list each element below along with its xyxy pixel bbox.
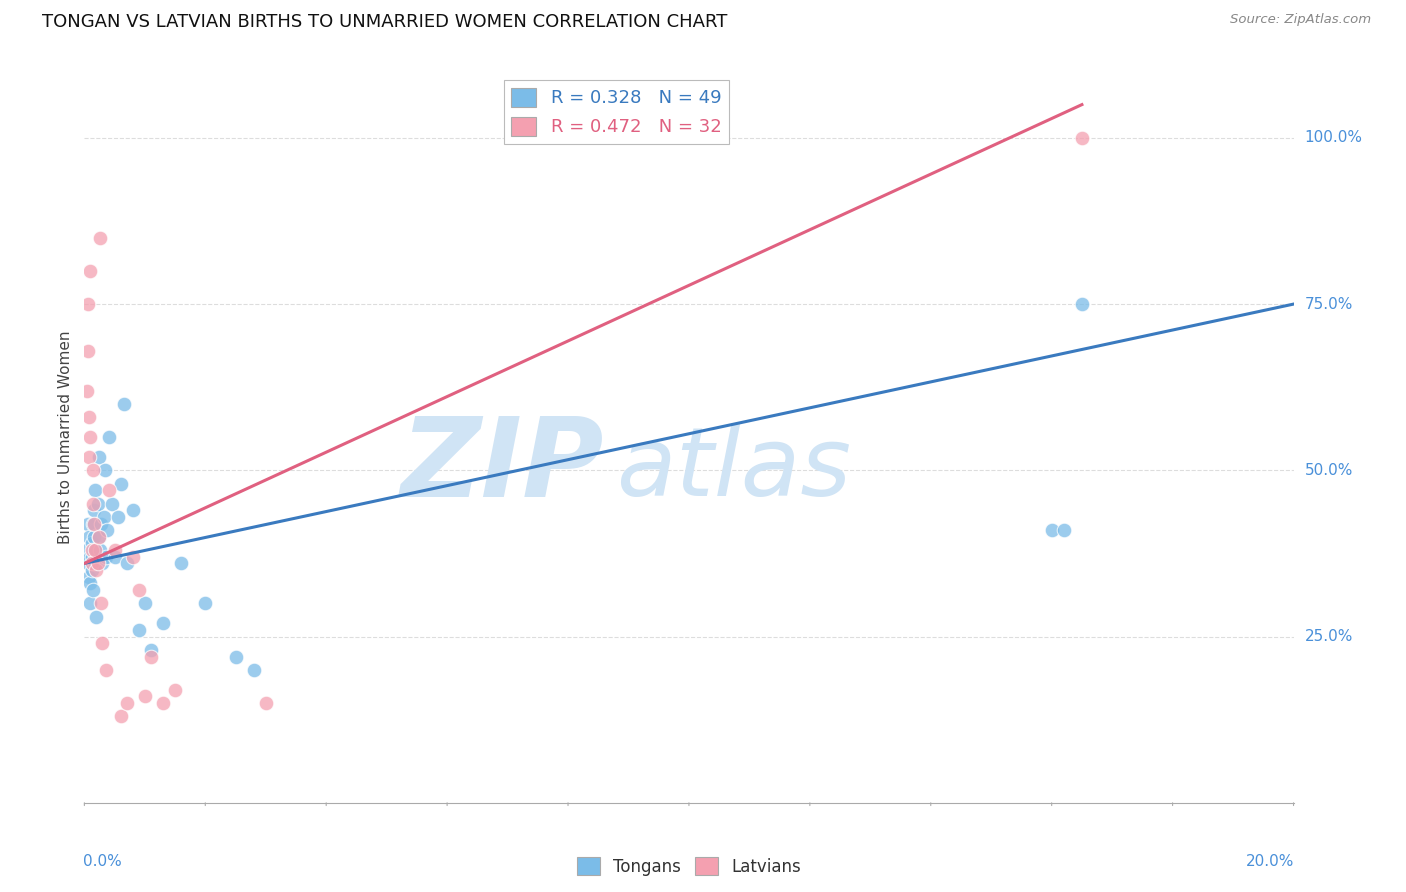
Point (87, 450, 110, 464)
Point (93, 509, 115, 524)
Point (134, 596, 156, 610)
Point (107, 509, 129, 524)
Point (77, 410, 100, 425)
Point (170, 557, 193, 571)
Point (79, 549, 101, 564)
Point (242, 663, 264, 677)
Point (104, 543, 127, 558)
Point (104, 549, 127, 564)
Point (112, 397, 135, 411)
Point (89, 230, 111, 244)
Point (225, 649, 247, 664)
Point (94, 463, 117, 477)
Legend: Tongans, Latvians: Tongans, Latvians (569, 850, 808, 882)
Point (96, 523, 118, 537)
Point (82, 463, 104, 477)
Text: 0.0%: 0.0% (83, 854, 122, 869)
Point (152, 616, 174, 631)
Point (82, 543, 104, 558)
Point (254, 696, 277, 710)
Point (139, 649, 162, 664)
Point (115, 557, 138, 571)
Text: Source: ZipAtlas.com: Source: ZipAtlas.com (1230, 13, 1371, 27)
Point (94, 663, 117, 677)
Point (100, 497, 122, 511)
Point (97, 483, 120, 498)
Point (77, 516, 100, 531)
Point (83, 503, 105, 517)
Point (90, 596, 112, 610)
Point (82, 516, 104, 531)
Point (91, 557, 114, 571)
Point (80, 543, 103, 558)
Point (1053, 523, 1076, 537)
Point (79, 576, 101, 591)
Point (77, 297, 100, 311)
Point (80, 536, 103, 550)
Point (1040, 523, 1063, 537)
Point (80, 563, 103, 577)
Point (76, 543, 98, 558)
Point (152, 696, 174, 710)
Text: 20.0%: 20.0% (1246, 854, 1295, 869)
Point (79, 430, 101, 444)
Point (110, 709, 132, 723)
Point (128, 582, 150, 597)
Point (86, 557, 108, 571)
Point (84, 543, 107, 558)
Point (1071, 131, 1094, 145)
Point (87, 530, 110, 544)
Point (121, 549, 143, 564)
Point (121, 503, 143, 517)
Text: 50.0%: 50.0% (1305, 463, 1353, 478)
Point (82, 497, 104, 511)
Point (79, 596, 101, 610)
Point (134, 690, 156, 704)
Text: 75.0%: 75.0% (1305, 297, 1353, 311)
Point (80, 557, 103, 571)
Point (83, 530, 105, 544)
Point (86, 563, 108, 577)
Point (80, 549, 103, 564)
Point (86, 497, 108, 511)
Point (1071, 297, 1094, 311)
Point (115, 696, 138, 710)
Point (84, 483, 107, 498)
Point (128, 623, 150, 637)
Point (90, 516, 112, 531)
Point (110, 476, 132, 491)
Point (163, 682, 186, 697)
Point (79, 264, 101, 278)
Point (87, 530, 110, 544)
Text: ZIP: ZIP (401, 413, 605, 520)
Point (89, 543, 111, 558)
Text: 100.0%: 100.0% (1305, 130, 1362, 145)
Text: TONGAN VS LATVIAN BIRTHS TO UNMARRIED WOMEN CORRELATION CHART: TONGAN VS LATVIAN BIRTHS TO UNMARRIED WO… (42, 13, 727, 31)
Point (77, 530, 100, 544)
Point (76, 384, 98, 398)
Point (86, 543, 108, 558)
Point (77, 570, 100, 584)
Point (97, 430, 120, 444)
Point (77, 450, 100, 464)
Point (77, 343, 100, 358)
Point (194, 596, 217, 610)
Point (82, 582, 104, 597)
Point (91, 636, 114, 650)
Y-axis label: Births to Unmarried Women: Births to Unmarried Women (58, 330, 73, 544)
Text: 25.0%: 25.0% (1305, 629, 1353, 644)
Point (139, 643, 162, 657)
Text: atlas: atlas (616, 424, 852, 516)
Point (86, 609, 108, 624)
Point (83, 516, 105, 531)
Point (77, 557, 100, 571)
Point (84, 557, 107, 571)
Point (94, 549, 117, 564)
